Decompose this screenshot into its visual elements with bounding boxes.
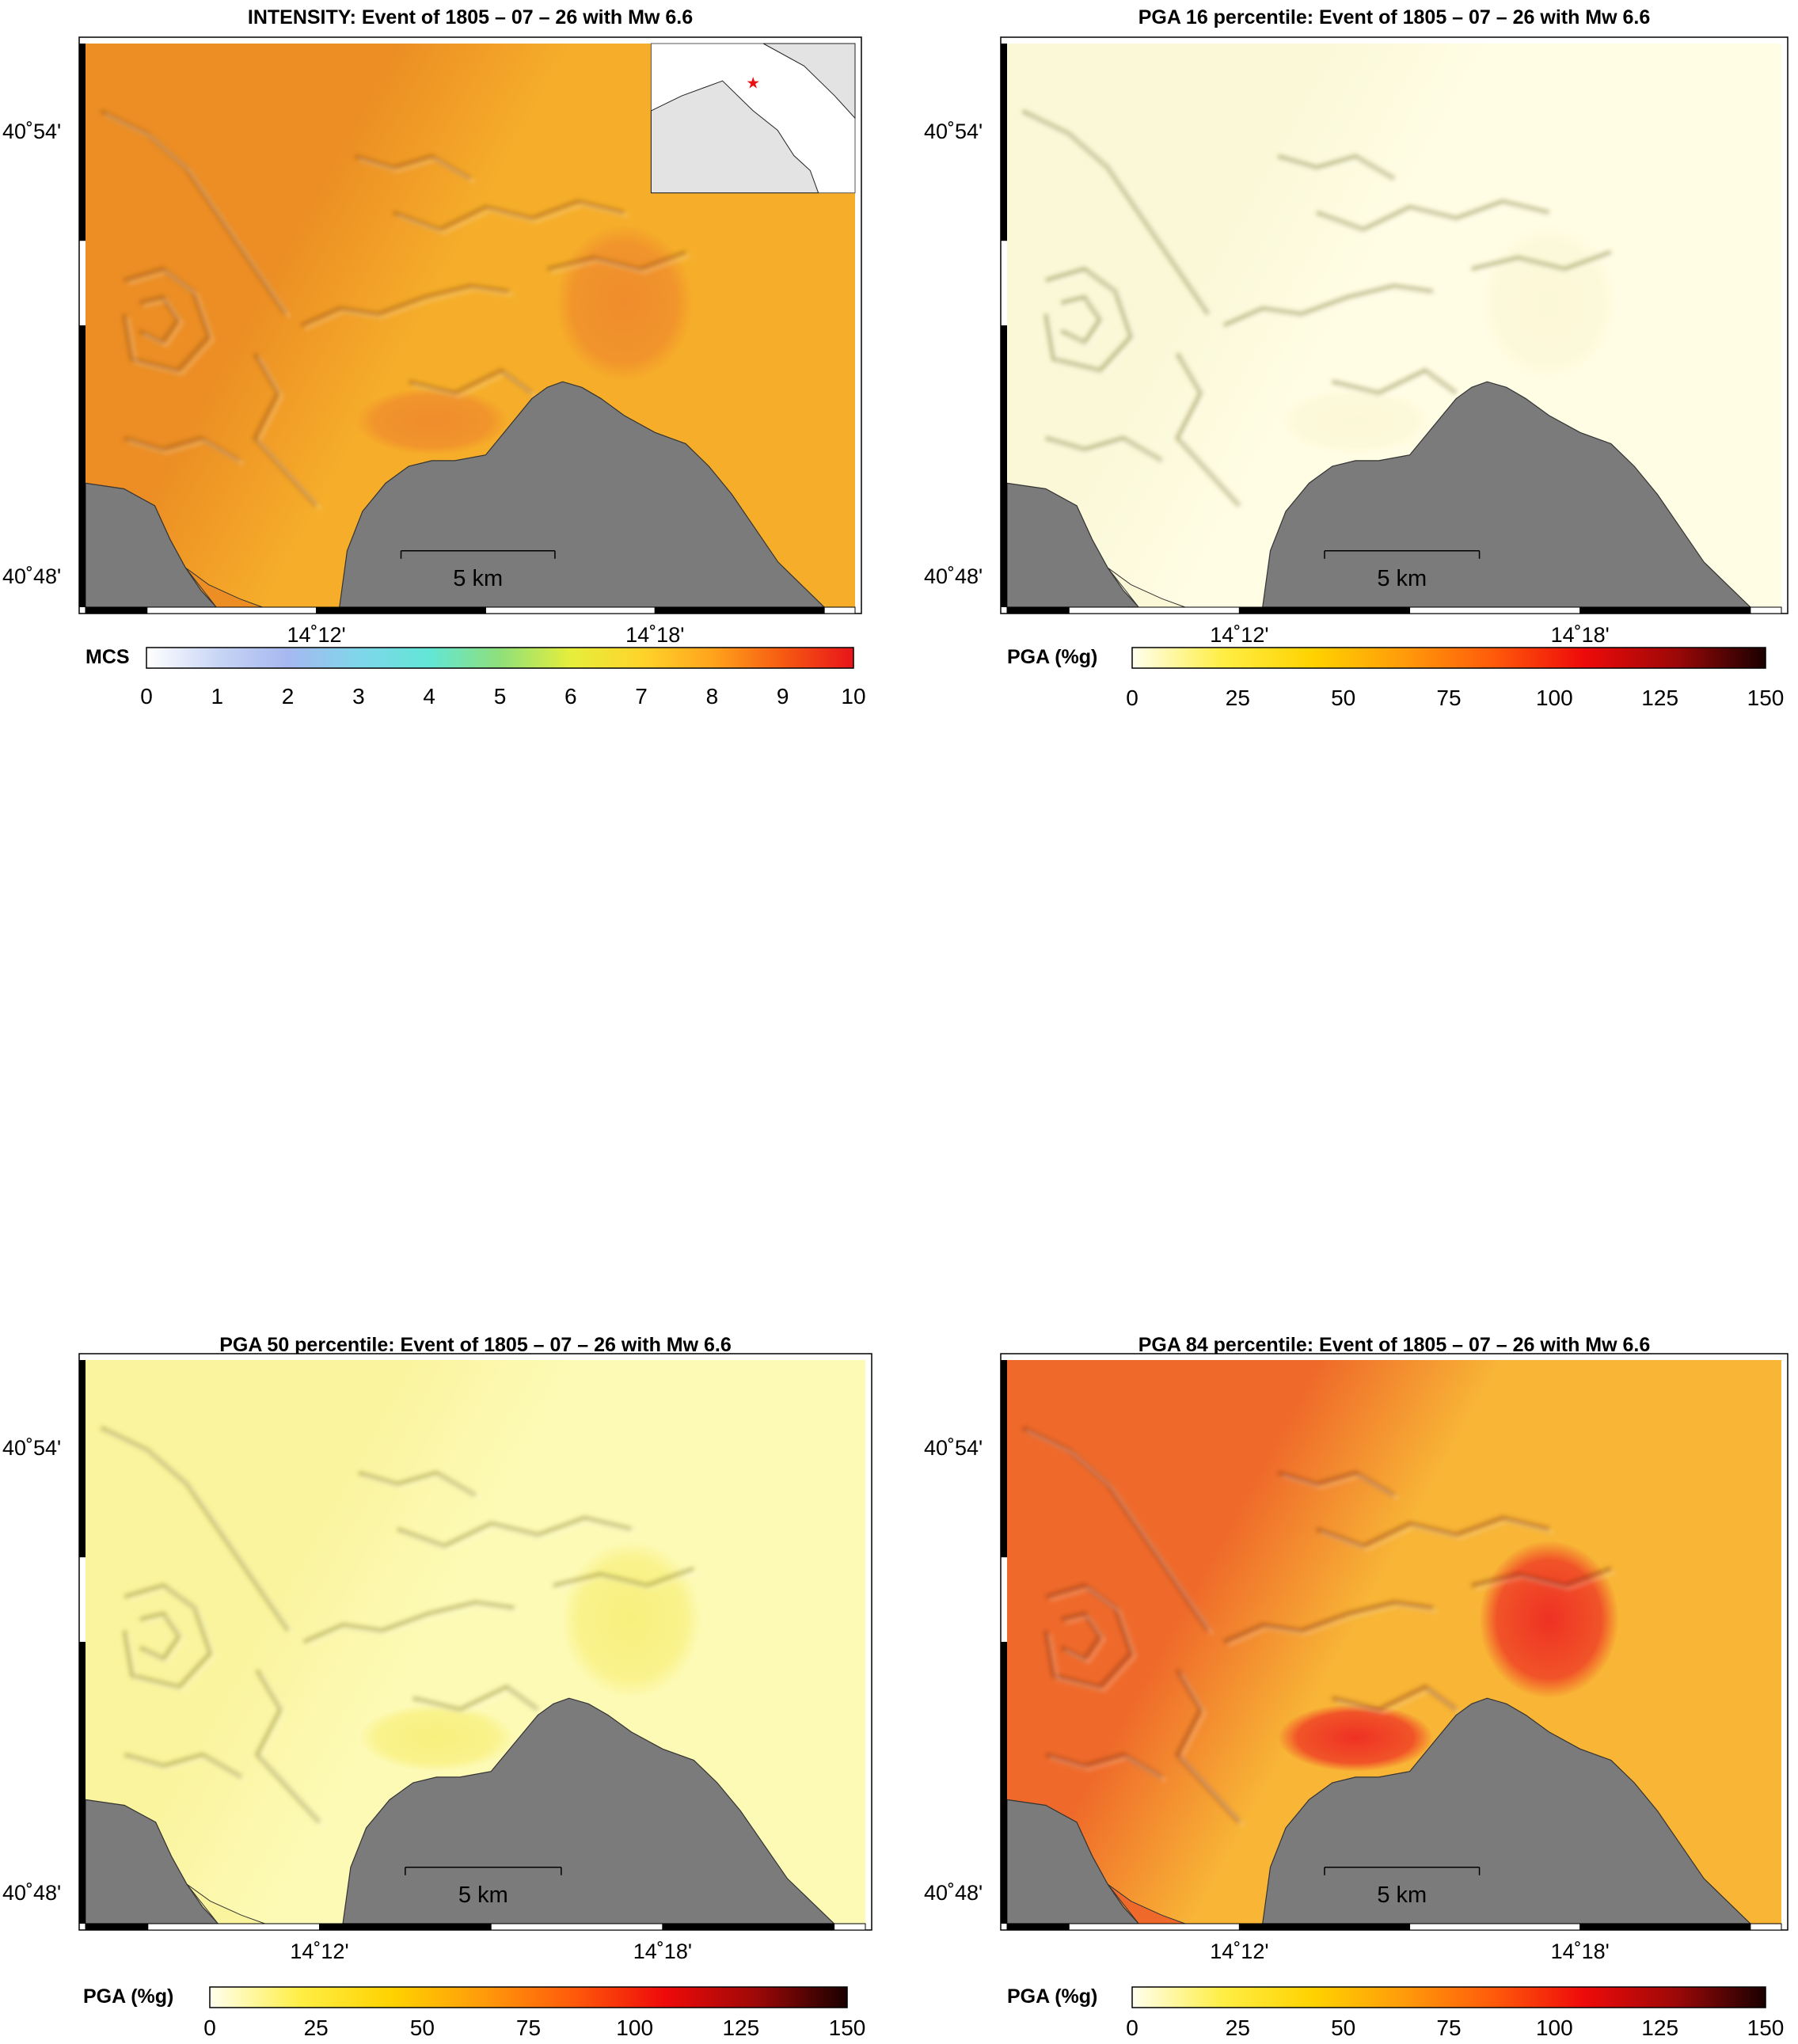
colorbar-tick-label: 10 — [841, 684, 866, 709]
colorbar-tick-label: 2 — [281, 684, 295, 709]
scale-bar-label: 5 km — [453, 566, 503, 591]
map-frame-ticks — [79, 44, 856, 614]
map-frame-ticks — [1001, 44, 1782, 614]
colorbar-tick-label: 8 — [705, 684, 719, 709]
panel-title: INTENSITY: Event of 1805 – 07 – 26 with … — [247, 6, 694, 28]
colorbar-tick-label: 75 — [1436, 2016, 1462, 2040]
scale-bar-label: 5 km — [1377, 1883, 1427, 1908]
colorbar-tick-label: 9 — [776, 684, 789, 709]
colorbar-tick-label: 0 — [140, 684, 153, 709]
colorbar-tick-label: 75 — [515, 2016, 542, 2040]
colorbar — [209, 1986, 848, 2008]
colorbar-tick-label: 25 — [303, 2016, 329, 2040]
latitude-label: 40˚54' — [924, 1435, 983, 1460]
colorbar-label: PGA (%g) — [1007, 646, 1098, 668]
latitude-label: 40˚54' — [2, 119, 62, 143]
scale-bar-label: 5 km — [458, 1883, 508, 1908]
colorbar — [1131, 647, 1766, 669]
latitude-label: 40˚54' — [2, 1435, 62, 1460]
longitude-label: 14˚12' — [287, 623, 346, 647]
colorbar — [146, 647, 854, 669]
scale-bar-label: 5 km — [1377, 566, 1427, 591]
location-inset-map: ★ — [650, 43, 856, 194]
longitude-label: 14˚12' — [1210, 623, 1269, 647]
hazard-map: 5 km — [1000, 1353, 1788, 1931]
panel-intensity: INTENSITY: Event of 1805 – 07 – 26 with … — [0, 0, 887, 728]
colorbar-tick-label: 125 — [1641, 686, 1679, 710]
colorbar-tick-label: 0 — [1126, 2016, 1138, 2040]
panel-pga16: PGA 16 percentile: Event of 1805 – 07 – … — [918, 0, 1798, 728]
colorbar-tick-label: 125 — [722, 2016, 760, 2040]
scale-bar: 5 km — [405, 1867, 562, 1908]
colorbar-tick-label: 150 — [1747, 2016, 1785, 2040]
colorbar-tick-label: 50 — [409, 2016, 435, 2040]
panel-title: PGA 50 percentile: Event of 1805 – 07 – … — [219, 1334, 732, 1356]
longitude-label: 14˚12' — [1210, 1940, 1269, 1963]
scale-bar: 5 km — [1324, 1867, 1481, 1908]
colorbar-tick-label: 25 — [1225, 2016, 1250, 2040]
colorbar-tick-label: 4 — [423, 684, 435, 709]
colorbar-label: PGA (%g) — [1007, 1985, 1098, 2008]
colorbar-tick-label: 50 — [1331, 686, 1356, 710]
colorbar-tick-label: 5 — [493, 684, 507, 709]
epicenter-star-icon: ★ — [746, 75, 760, 93]
colorbar-tick-label: 100 — [616, 2016, 654, 2040]
hazard-map: 5 km — [1000, 36, 1788, 614]
colorbar-tick-label: 7 — [635, 684, 648, 709]
colorbar-tick-label: 0 — [1126, 686, 1138, 710]
colorbar-label: MCS — [86, 646, 130, 668]
panel-title: PGA 16 percentile: Event of 1805 – 07 – … — [1138, 6, 1651, 28]
hazard-map: 5 km — [78, 1353, 872, 1931]
panel-title: PGA 84 percentile: Event of 1805 – 07 – … — [1138, 1334, 1651, 1356]
longitude-label: 14˚18' — [625, 623, 685, 647]
panel-pga84: PGA 84 percentile: Event of 1805 – 07 – … — [918, 1330, 1798, 2042]
colorbar-tick-label: 100 — [1535, 2016, 1573, 2040]
colorbar-tick-label: 25 — [1225, 686, 1250, 710]
longitude-label: 14˚18' — [1550, 1940, 1610, 1963]
latitude-label: 40˚48' — [924, 1881, 983, 1905]
colorbar-tick-label: 1 — [211, 684, 224, 709]
colorbar-label: PGA (%g) — [83, 1985, 174, 2008]
colorbar-tick-label: 100 — [1535, 686, 1573, 710]
longitude-label: 14˚18' — [633, 1940, 692, 1963]
latitude-label: 40˚48' — [2, 564, 62, 589]
map-frame-ticks — [1001, 1360, 1782, 1931]
latitude-label: 40˚48' — [2, 1881, 62, 1905]
colorbar-tick-label: 50 — [1331, 2016, 1356, 2040]
scale-bar: 5 km — [1324, 550, 1481, 591]
colorbar-tick-label: 150 — [1747, 686, 1785, 710]
colorbar-tick-label: 0 — [203, 2016, 216, 2040]
colorbar — [1131, 1986, 1766, 2008]
colorbar-tick-label: 125 — [1641, 2016, 1679, 2040]
panel-pga50: PGA 50 percentile: Event of 1805 – 07 – … — [0, 1330, 887, 2042]
hazard-map: 5 km ★ — [78, 36, 862, 614]
scale-bar: 5 km — [400, 550, 556, 591]
latitude-label: 40˚48' — [924, 564, 983, 589]
colorbar-tick-label: 75 — [1436, 686, 1462, 710]
map-frame-ticks — [79, 1360, 866, 1931]
longitude-label: 14˚18' — [1550, 623, 1610, 647]
colorbar-tick-label: 150 — [828, 2016, 866, 2040]
colorbar-tick-label: 6 — [564, 684, 577, 709]
colorbar-tick-label: 3 — [352, 684, 365, 709]
longitude-label: 14˚12' — [290, 1940, 349, 1963]
latitude-label: 40˚54' — [924, 119, 983, 143]
